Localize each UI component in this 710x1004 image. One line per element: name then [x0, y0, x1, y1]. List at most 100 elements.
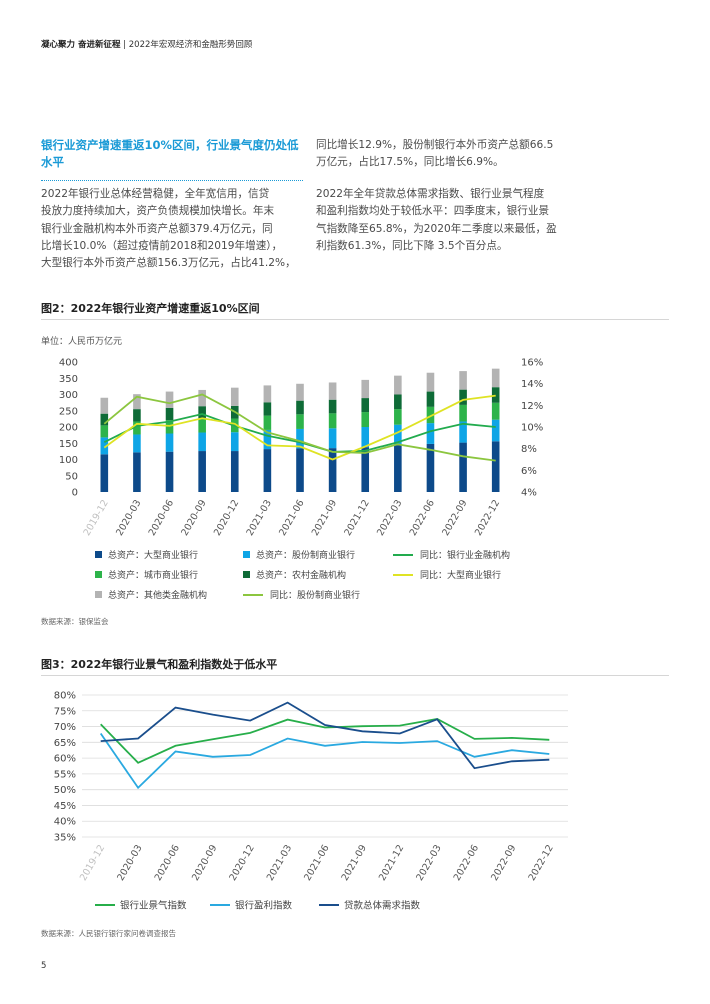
bar-segment — [394, 445, 402, 492]
y-tick-label: 0 — [72, 488, 78, 499]
x-tick-label: 2021-03 — [265, 843, 294, 883]
series-line — [103, 413, 496, 453]
body-text-line: 大型银行本外币资产总额156.3万亿元，占比41.2%， — [41, 257, 296, 270]
y-tick-label: 250 — [59, 406, 78, 417]
figure3-title-divider — [41, 675, 669, 676]
bar-segment — [133, 452, 141, 492]
y-tick-label: 100 — [59, 455, 78, 466]
bar-segment — [426, 443, 435, 492]
bar-segment — [459, 442, 467, 492]
x-tick-label: 2020-12 — [212, 498, 241, 538]
x-tick-label: 2022-09 — [489, 843, 518, 883]
bar-segment — [328, 413, 337, 429]
bar-segment — [296, 414, 304, 429]
figure2-source: 数据来源：银保监会 — [41, 617, 109, 626]
y2-tick-label: 14% — [521, 379, 543, 390]
bar-segment — [361, 379, 370, 399]
body-text-line: 气指数降至65.8%，为2020年二季度以来最低，盈 — [316, 222, 557, 235]
x-tick-label: 2020-12 — [227, 843, 256, 883]
body-text-line: 2022年银行业总体经营稳健，全年宽信用，信贷 — [41, 188, 270, 200]
y2-tick-label: 6% — [521, 466, 537, 477]
x-tick-label: 2020-06 — [147, 498, 176, 538]
y-tick-label: 300 — [59, 390, 78, 401]
bar-segment — [165, 420, 174, 434]
figure2-title-divider — [41, 319, 669, 320]
legend-swatch — [95, 591, 102, 598]
bar-segment — [459, 404, 467, 422]
series-line — [100, 718, 550, 764]
bar-segment — [394, 409, 402, 425]
bar-segment — [100, 413, 109, 426]
legend-swatch — [243, 571, 250, 578]
legend-swatch — [95, 571, 102, 578]
legend-label: 总资产：大型商业银行 — [108, 549, 198, 561]
body-text-line: 银行业金融机构本外币资产总额379.4万亿元，同 — [41, 222, 273, 235]
y-tick-label: 150 — [59, 439, 78, 450]
y-tick-label: 55% — [54, 769, 76, 780]
bar-segment — [426, 391, 435, 407]
bar-segment — [198, 432, 206, 452]
bar-segment — [491, 387, 500, 403]
bar-segment — [296, 448, 304, 492]
body-text-line: 万亿元，占比17.5%，同比增长6.9%。 — [316, 156, 504, 169]
legend-swatch — [243, 551, 250, 558]
section-title-divider — [41, 180, 303, 181]
legend-label: 贷款总体需求指数 — [344, 900, 421, 912]
bar-segment — [263, 415, 272, 430]
x-tick-label: 2021-09 — [310, 498, 339, 538]
y-tick-label: 50% — [54, 785, 76, 796]
bar-segment — [296, 400, 304, 415]
bar-segment — [426, 372, 435, 392]
y-tick-label: 80% — [54, 691, 76, 702]
figure3-source: 数据来源：人民银行银行家问卷调查报告 — [41, 929, 176, 938]
x-tick-label: 2019-12 — [78, 843, 107, 883]
bar-segment — [328, 448, 337, 492]
figure2-chart: 0 50 100 150 200 250 300 350 400 4% 6% 8% 10% 12% 14% 1… — [59, 358, 543, 602]
bar-segment — [263, 429, 272, 450]
bar-segment — [165, 433, 174, 452]
x-tick-label: 2022-06 — [452, 843, 481, 883]
x-tick-label: 2022-03 — [414, 843, 443, 883]
bar-segment — [133, 409, 141, 422]
bar-segment — [394, 375, 402, 395]
bar-segment — [426, 423, 435, 444]
bar-segment — [198, 389, 206, 407]
x-tick-label: 2021-09 — [340, 843, 369, 883]
bar-segment — [459, 421, 467, 443]
legend-label: 总资产：股份制商业银行 — [256, 549, 355, 561]
bar-segment — [100, 454, 109, 492]
x-tick-label: 2020-09 — [190, 843, 219, 883]
bar-segment — [198, 406, 206, 419]
bar-segment — [263, 402, 272, 416]
y-tick-label: 50 — [65, 471, 78, 482]
bar-segment — [491, 441, 500, 492]
body-text-line: 比增长10.0%（超过疫情前2018和2019年增速）， — [41, 239, 283, 252]
legend-label: 同比：大型商业银行 — [420, 569, 501, 581]
bar-segment — [491, 402, 500, 420]
bar-segment — [328, 399, 337, 414]
x-tick-label: 2022-06 — [408, 498, 437, 538]
x-tick-label: 2021-03 — [245, 498, 274, 538]
series-line — [99, 732, 550, 790]
x-tick-label: 2020-09 — [179, 498, 208, 538]
bar-segment — [426, 406, 435, 424]
bar-segment — [296, 383, 304, 401]
body-text-right-column-para1: 同比增长12.9%，股份制银行本外币资产总额66.5 万亿元，占比17.5%，同比… — [316, 137, 568, 172]
x-tick-label: 2021-12 — [377, 843, 406, 883]
bar-segment — [100, 397, 109, 414]
legend-label: 银行业景气指数 — [120, 900, 187, 912]
x-tick-label: 2022-03 — [375, 498, 404, 538]
bar-segment — [263, 449, 272, 492]
bar-segment — [165, 391, 174, 408]
bar-segment — [133, 434, 141, 453]
header-separator: | — [123, 40, 127, 50]
figure2-title: 图2：2022年银行业资产增速重返10%区间 — [41, 302, 260, 315]
body-text-line: 2022年全年贷款总体需求指数、银行业景气程度 — [316, 188, 545, 200]
y-tick-label: 75% — [54, 706, 76, 717]
legend-label: 同比：银行业金融机构 — [420, 549, 510, 561]
y-tick-label: 400 — [59, 358, 78, 369]
legend-label: 同比：股份制商业银行 — [270, 589, 360, 601]
bar-segment — [198, 418, 206, 433]
y-tick-label: 200 — [59, 423, 78, 434]
bar-segment — [165, 451, 174, 492]
